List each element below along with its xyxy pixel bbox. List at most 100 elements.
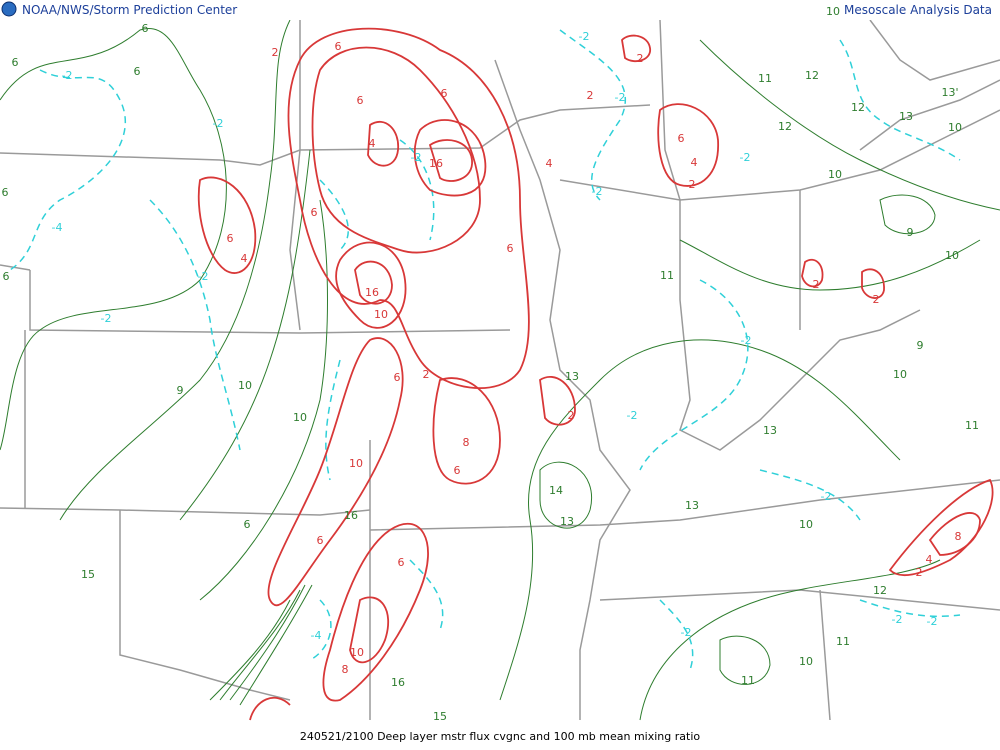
contour-label: -2 xyxy=(198,270,209,283)
contour xyxy=(801,258,824,288)
contour xyxy=(59,19,291,521)
contour-label: 9 xyxy=(917,339,924,352)
contour-label: 10 xyxy=(948,121,962,134)
contour-label: 6 xyxy=(317,534,324,547)
contour-label: -2 xyxy=(741,334,752,347)
contour-label: 16 xyxy=(429,157,443,170)
contour-label: 12 xyxy=(873,584,887,597)
contour xyxy=(559,29,627,201)
contour xyxy=(309,559,444,661)
contour-label: 10 xyxy=(893,368,907,381)
border xyxy=(0,264,31,271)
border xyxy=(119,510,291,701)
contour-labels: 6 6 6 6 6 9 10 10 6 15 14 13 13 13 13 11 11 10 12 12 12 10 9 10… xyxy=(2,5,980,723)
contour-label: 6 xyxy=(134,65,141,78)
contour xyxy=(539,375,576,426)
contour-label: 10 xyxy=(349,457,363,470)
contour xyxy=(325,359,341,481)
contour xyxy=(367,120,399,167)
contour-label: -2 xyxy=(627,409,638,422)
contour-label: 6 xyxy=(12,56,19,69)
contour-label: -4 xyxy=(311,629,322,642)
contour-label: 2 xyxy=(272,46,279,59)
contour-label: 9 xyxy=(177,384,184,397)
border xyxy=(599,589,1000,611)
contour xyxy=(249,696,291,721)
contour-label: 10 xyxy=(826,5,840,18)
contour xyxy=(659,599,694,671)
border xyxy=(0,104,651,166)
contour-label: -2 xyxy=(927,615,938,628)
contour-label: 11 xyxy=(836,635,850,648)
contour xyxy=(839,39,961,161)
contour-label: 2 xyxy=(916,566,923,579)
contour xyxy=(349,596,390,664)
header-right: Mesoscale Analysis Data xyxy=(844,3,992,17)
contour xyxy=(149,199,241,451)
contour xyxy=(413,119,487,197)
contour-label: 4 xyxy=(369,137,376,150)
contour-label: 10 xyxy=(828,168,842,181)
contour-label: 6 xyxy=(357,94,364,107)
contour-label: 13 xyxy=(565,370,579,383)
contour-label: 16 xyxy=(344,509,358,522)
contour-label: -4 xyxy=(52,221,63,234)
contour-label: 8 xyxy=(463,436,470,449)
contour xyxy=(199,199,328,601)
contour-label: 6 xyxy=(244,518,251,531)
contour xyxy=(879,194,936,235)
contour-label: 6 xyxy=(441,87,448,100)
border xyxy=(369,479,1000,531)
contour-label: 6 xyxy=(398,556,405,569)
divergence-contours xyxy=(9,29,961,671)
contour xyxy=(322,523,429,702)
contour-label: 6 xyxy=(227,232,234,245)
contour-label: 10 xyxy=(350,646,364,659)
contour-label: 15 xyxy=(81,568,95,581)
contour-label: -2 xyxy=(592,185,603,198)
contour-label: -2 xyxy=(821,490,832,503)
footer-bar xyxy=(0,721,1000,750)
contour xyxy=(428,139,473,182)
contour xyxy=(499,339,901,701)
contour-label: -2 xyxy=(411,151,422,164)
contour-label: 6 xyxy=(394,371,401,384)
contour-label: 4 xyxy=(546,157,553,170)
contour-label: 15 xyxy=(433,710,447,723)
contour-label: 2 xyxy=(689,178,696,191)
contour-label: 13' xyxy=(941,86,958,99)
contour-label: -2 xyxy=(101,312,112,325)
contour-label: 13 xyxy=(560,515,574,528)
contour-label: 9 xyxy=(907,226,914,239)
contour-label: 6 xyxy=(507,242,514,255)
mixing-ratio-contours xyxy=(0,19,1000,721)
contour xyxy=(859,599,961,618)
contour xyxy=(639,279,749,471)
contour xyxy=(539,461,593,529)
contour xyxy=(719,635,771,685)
contour-label: 16 xyxy=(365,286,379,299)
contour-label: 2 xyxy=(813,278,820,291)
contour-label: 10 xyxy=(374,308,388,321)
contour-label: 14 xyxy=(549,484,563,497)
border xyxy=(819,589,831,721)
contour xyxy=(759,469,861,521)
border xyxy=(494,59,631,720)
contour-label: -2 xyxy=(615,91,626,104)
contour-label: 6 xyxy=(335,40,342,53)
contour xyxy=(699,39,1000,211)
contour-label: 10 xyxy=(293,411,307,424)
contour-label: 2 xyxy=(587,89,594,102)
contour xyxy=(928,512,981,556)
contour xyxy=(287,27,530,390)
contour-label: 4 xyxy=(241,252,248,265)
contour xyxy=(861,268,885,299)
noaa-logo xyxy=(1,1,17,17)
contour-label: 10 xyxy=(238,379,252,392)
contour-label: 6 xyxy=(311,206,318,219)
contour xyxy=(335,241,407,329)
contour-label: -2 xyxy=(213,117,224,130)
contour-label: -2 xyxy=(681,626,692,639)
